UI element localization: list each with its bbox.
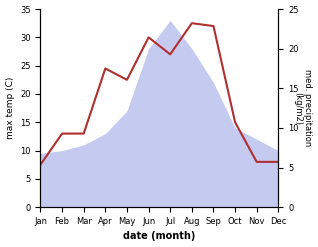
X-axis label: date (month): date (month) <box>123 231 196 242</box>
Y-axis label: med. precipitation
(kg/m2): med. precipitation (kg/m2) <box>293 69 313 147</box>
Y-axis label: max temp (C): max temp (C) <box>5 77 15 139</box>
